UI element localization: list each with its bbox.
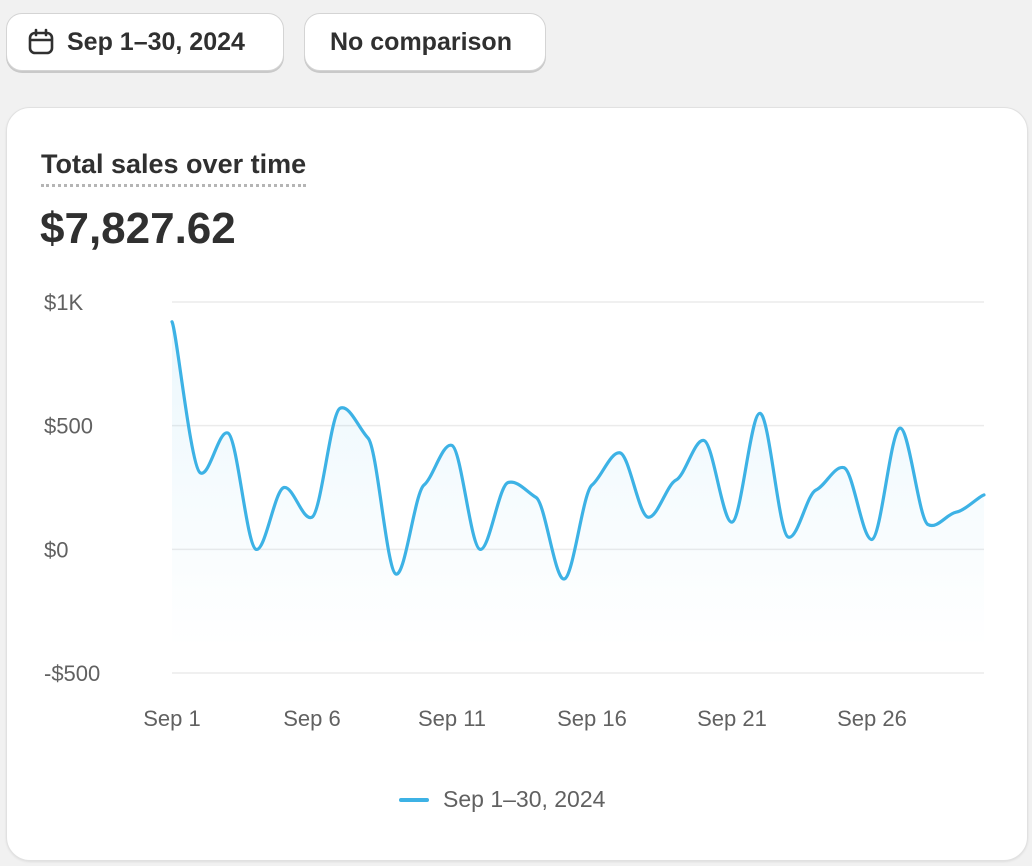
date-range-label: Sep 1–30, 2024 bbox=[67, 27, 245, 56]
x-tick-label: Sep 21 bbox=[697, 706, 767, 731]
chart-legend[interactable]: Sep 1–30, 2024 bbox=[399, 786, 605, 813]
x-tick-label: Sep 26 bbox=[837, 706, 907, 731]
total-sales-value: $7,827.62 bbox=[40, 204, 236, 253]
y-tick-label: $1K bbox=[44, 290, 83, 315]
series-line[interactable] bbox=[170, 320, 986, 581]
y-tick-label: -$500 bbox=[44, 661, 100, 686]
comparison-button[interactable]: No comparison bbox=[304, 13, 546, 71]
y-tick-label: $0 bbox=[44, 537, 68, 562]
x-axis-ticks: Sep 1 Sep 6 Sep 11 Sep 16 Sep 21 Sep 26 bbox=[143, 706, 907, 731]
x-tick-label: Sep 1 bbox=[143, 706, 201, 731]
y-axis-ticks: $1K $500 $0 -$500 bbox=[44, 290, 100, 686]
date-range-button[interactable]: Sep 1–30, 2024 bbox=[6, 13, 284, 71]
calendar-icon bbox=[27, 28, 55, 56]
data-points bbox=[171, 321, 985, 580]
series-area-fill bbox=[172, 321, 984, 649]
x-tick-label: Sep 16 bbox=[557, 706, 627, 731]
sales-chart-card: Total sales over time $7,827.62 $1K $500 $… bbox=[6, 107, 1028, 861]
x-tick-label: Sep 6 bbox=[283, 706, 341, 731]
legend-label: Sep 1–30, 2024 bbox=[443, 786, 606, 812]
chart-title[interactable]: Total sales over time bbox=[41, 148, 307, 187]
toolbar: Sep 1–30, 2024 No comparison bbox=[6, 13, 546, 71]
y-tick-label: $500 bbox=[44, 414, 93, 439]
comparison-label: No comparison bbox=[330, 27, 512, 56]
sales-line-chart: $1K$500$0-$500 Sep 1 Sep 6 Sep 11 Sep 16 Sep… bbox=[44, 290, 986, 731]
legend-swatch bbox=[399, 797, 429, 802]
x-tick-label: Sep 11 bbox=[418, 706, 486, 731]
